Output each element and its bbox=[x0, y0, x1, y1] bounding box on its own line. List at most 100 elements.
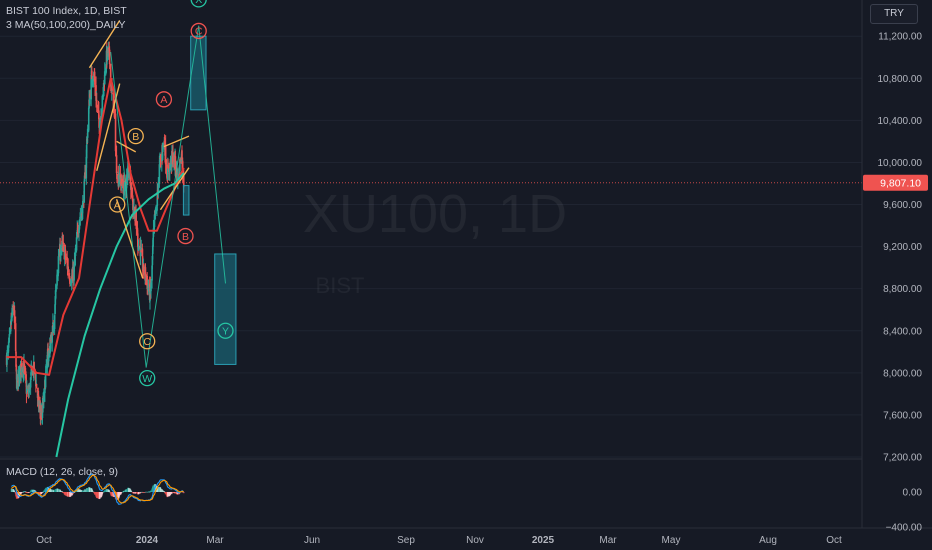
candle-body bbox=[121, 179, 123, 184]
candle-body bbox=[140, 247, 143, 249]
candle-body bbox=[174, 156, 177, 170]
candle-body bbox=[94, 78, 96, 88]
last-price-label: 9,807.10 bbox=[880, 178, 921, 190]
watermark: XU100, 1D BIST bbox=[303, 184, 567, 298]
x-tick-label: Nov bbox=[466, 535, 484, 546]
target-box bbox=[182, 185, 190, 216]
y-tick-label: 7,200.00 bbox=[883, 453, 922, 464]
macd-hist-bar bbox=[64, 492, 67, 496]
macd-hist-bar bbox=[120, 492, 122, 494]
macd-hist-bar bbox=[172, 492, 174, 493]
candle-body bbox=[74, 251, 77, 256]
macd-hist-bar bbox=[163, 491, 166, 492]
candle-body bbox=[55, 285, 57, 292]
x-tick-label: Oct bbox=[36, 535, 52, 546]
trendline bbox=[88, 20, 121, 69]
macd-hist-bar bbox=[147, 491, 150, 492]
watermark-text: XU100, 1D bbox=[303, 184, 567, 244]
candle-body bbox=[106, 47, 108, 61]
y-tick-label: 9,600.00 bbox=[883, 200, 922, 211]
y-tick-label: 9,200.00 bbox=[883, 242, 922, 253]
macd-hist-bar bbox=[13, 491, 16, 493]
candle-body bbox=[44, 373, 47, 388]
macd-hist-bar bbox=[42, 491, 44, 493]
macd-hist-bar bbox=[106, 488, 108, 492]
annotations: A B C W A B X C Y bbox=[0, 0, 862, 387]
candle-body bbox=[33, 362, 35, 373]
macd-hist-bar bbox=[130, 491, 133, 493]
candle-body bbox=[87, 107, 90, 131]
candle-body bbox=[157, 182, 160, 193]
candle-body bbox=[159, 160, 162, 162]
watermark-sub: BIST bbox=[316, 273, 365, 298]
macd-hist-bar bbox=[62, 492, 65, 494]
macd-hist-bar bbox=[118, 492, 121, 496]
macd-hist-bar bbox=[147, 491, 150, 493]
candle-body bbox=[152, 228, 155, 237]
candle-body bbox=[135, 220, 138, 230]
currency-button[interactable]: TRY bbox=[870, 4, 918, 24]
candle-body bbox=[166, 166, 169, 181]
macd-hist-bar bbox=[121, 492, 123, 493]
wave-label: A bbox=[114, 199, 121, 211]
candle-body bbox=[38, 406, 40, 408]
macd-hist-bar bbox=[57, 489, 60, 492]
macd-hist-bar bbox=[159, 488, 162, 492]
symbol-title[interactable]: BIST 100 Index, 1D, BIST bbox=[6, 5, 127, 17]
macd-hist-bar bbox=[111, 492, 113, 497]
wave-label: X bbox=[195, 0, 202, 6]
candle-body bbox=[34, 372, 37, 379]
macd-hist-bar bbox=[177, 492, 179, 495]
macd-hist-bar bbox=[24, 491, 27, 492]
candle-body bbox=[130, 183, 133, 196]
macd-hist-bar bbox=[40, 492, 43, 495]
candle-body bbox=[67, 266, 70, 273]
macd-hist-bar bbox=[164, 492, 167, 495]
candle-body bbox=[116, 174, 118, 179]
wave-path bbox=[110, 25, 226, 368]
candle-body bbox=[51, 332, 53, 343]
macd-hist-bar bbox=[61, 491, 64, 493]
candle-body bbox=[118, 172, 121, 185]
macd-hist-bar bbox=[108, 491, 111, 493]
macd-hist-bar bbox=[73, 492, 76, 493]
candle-body bbox=[153, 214, 156, 228]
candle-body bbox=[15, 365, 18, 372]
candle-body bbox=[101, 95, 104, 109]
wave-label-circle bbox=[155, 91, 173, 108]
candle-body bbox=[179, 159, 181, 172]
macd-legend[interactable]: MACD (12, 26, close, 9) bbox=[6, 466, 119, 478]
wave-label-circle bbox=[139, 369, 156, 387]
candle-body bbox=[137, 233, 139, 247]
macd-hist-bar bbox=[77, 489, 79, 492]
candle-body bbox=[144, 267, 147, 279]
trendline bbox=[163, 135, 190, 148]
y-tick-label: 8,400.00 bbox=[883, 326, 922, 337]
macd-y-tick-label: −400.00 bbox=[886, 523, 923, 534]
ma-legend[interactable]: 3 MA(50,100,200)_DAILY bbox=[6, 19, 126, 31]
macd-hist-bar bbox=[29, 491, 32, 493]
y-tick-label: 10,800.00 bbox=[878, 74, 923, 85]
candle-body bbox=[8, 330, 11, 333]
wave-label: B bbox=[132, 131, 139, 143]
macd-hist-bar bbox=[96, 492, 99, 499]
candle-body bbox=[155, 210, 157, 212]
macd-hist-bar bbox=[148, 491, 151, 493]
macd-hist-bar bbox=[102, 491, 105, 493]
candle-body bbox=[103, 71, 106, 85]
x-tick-label: Sep bbox=[397, 535, 415, 546]
wave-label-circle bbox=[127, 127, 144, 145]
wave-label-circle bbox=[139, 333, 156, 350]
macd-hist-bar bbox=[38, 492, 40, 495]
macd-hist-bar bbox=[69, 492, 72, 497]
macd-hist-bar bbox=[145, 491, 147, 493]
candle-body bbox=[133, 207, 135, 213]
candle-body bbox=[162, 143, 165, 145]
macd-pane bbox=[10, 473, 185, 506]
candle-body bbox=[90, 74, 92, 100]
candle-body bbox=[16, 375, 18, 390]
candle-body bbox=[62, 242, 65, 244]
